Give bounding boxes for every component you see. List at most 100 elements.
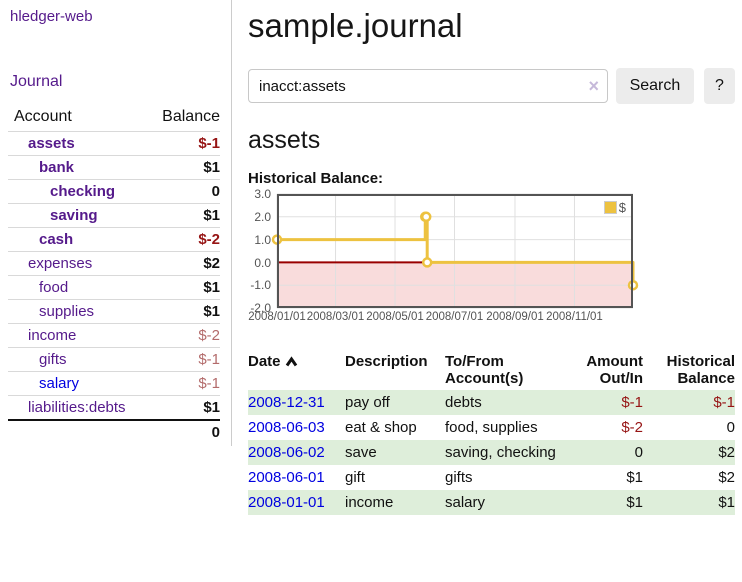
x-tick-label: 2008/07/01	[425, 311, 484, 324]
transaction-accounts: gifts	[445, 469, 473, 487]
y-tick-label: 2.0	[254, 210, 271, 225]
account-row: liabilities:debts $1	[8, 395, 220, 420]
account-link-checking[interactable]: checking	[50, 183, 116, 200]
account-balance: $-1	[145, 347, 220, 372]
chart-y-axis-labels: 3.0 2.0 1.0 0.0 -1.0 -2.0	[248, 187, 272, 315]
register-header-amount: Amount Out/In	[586, 353, 643, 388]
account-link-liabilities-debts[interactable]: liabilities:debts	[28, 399, 126, 416]
transaction-date-link[interactable]: 2008-06-03	[248, 419, 325, 437]
accounts-table: Account Balance assets $-1 bank $1 checking 0…	[8, 105, 220, 444]
register-row-2008-06-02: 2008-06-02 save saving, checking 0 $2	[248, 440, 735, 466]
register-header-accounts: To/From Account(s)	[445, 353, 524, 388]
transaction-accounts: saving, checking	[445, 444, 556, 462]
page-title: sample.journal	[248, 7, 463, 44]
transaction-amount: $1	[626, 469, 643, 487]
main-content: sample.journal × Search ? assets Histori…	[233, 0, 742, 516]
transaction-date-link[interactable]: 2008-06-02	[248, 444, 325, 462]
account-balance: $1	[145, 155, 220, 180]
account-row: expenses $2	[8, 251, 220, 276]
register-row-2008-12-31: 2008-12-31 pay off debts $-1 $-1	[248, 390, 735, 416]
accounts-total-value: 0	[145, 419, 220, 444]
app-title-link[interactable]: hledger-web	[10, 8, 93, 25]
account-link-supplies[interactable]: supplies	[39, 303, 95, 320]
register-row-2008-06-01: 2008-06-01 gift gifts $1 $2	[248, 465, 735, 490]
accounts-header-account: Account	[14, 108, 72, 125]
account-row: salary $-1	[8, 371, 220, 396]
account-balance: $-2	[145, 323, 220, 348]
account-link-salary[interactable]: salary	[39, 375, 80, 392]
x-tick-label: 2008/03/01	[306, 311, 365, 324]
legend-swatch-icon	[603, 201, 617, 215]
account-balance: $2	[145, 251, 220, 276]
help-button[interactable]: ?	[703, 68, 735, 105]
y-tick-label: 3.0	[254, 187, 271, 202]
account-balance: $-1	[145, 371, 220, 396]
account-link-income[interactable]: income	[28, 327, 77, 344]
account-link-expenses[interactable]: expenses	[28, 255, 93, 272]
account-link-assets[interactable]: assets	[28, 135, 75, 152]
chart-plot-area: $	[271, 193, 639, 309]
accounts-body: assets $-1 bank $1 checking 0 saving $1 cash $-2 e…	[8, 131, 220, 420]
account-balance: $1	[145, 299, 220, 324]
transaction-description: pay off	[345, 394, 390, 412]
transaction-balance: $2	[718, 444, 735, 462]
register-table: Date Description To/From Account(s) Amou…	[248, 350, 735, 516]
transaction-date-link[interactable]: 2008-12-31	[248, 394, 325, 412]
x-tick-label: 2008/01/01	[248, 311, 306, 324]
account-link-gifts[interactable]: gifts	[39, 351, 67, 368]
account-balance: $1	[145, 203, 220, 228]
account-row: assets $-1	[8, 131, 220, 156]
transaction-amount: $1	[626, 494, 643, 512]
register-header-date[interactable]: Date	[248, 350, 345, 390]
y-tick-label: 0.0	[254, 255, 271, 270]
register-row-2008-01-01: 2008-01-01 income salary $1 $1	[248, 490, 735, 516]
transaction-date-link[interactable]: 2008-06-01	[248, 469, 325, 487]
transaction-description: save	[345, 444, 377, 462]
register-header-row: Date Description To/From Account(s) Amou…	[248, 350, 735, 390]
legend-label: $	[618, 200, 626, 216]
account-link-food[interactable]: food	[39, 279, 69, 296]
account-row: checking 0	[8, 179, 220, 204]
account-row: supplies $1	[8, 299, 220, 324]
y-tick-label: 1.0	[254, 232, 271, 247]
register-row-2008-06-03: 2008-06-03 eat & shop food, supplies $-2 0	[248, 415, 735, 440]
search-button[interactable]: Search	[616, 68, 694, 105]
account-balance: $1	[145, 395, 220, 420]
transaction-description: gift	[345, 469, 366, 487]
chart-legend: $	[601, 199, 628, 217]
y-tick-label: -2.0	[250, 301, 271, 316]
account-balance: $-1	[145, 131, 220, 156]
transaction-accounts: salary	[445, 494, 486, 512]
transaction-date-link[interactable]: 2008-01-01	[248, 494, 325, 512]
account-row: food $1	[8, 275, 220, 300]
account-row: gifts $-1	[8, 347, 220, 372]
x-tick-label: 2008/09/01	[486, 311, 544, 324]
account-row: bank $1	[8, 155, 220, 180]
search-input[interactable]	[248, 69, 608, 104]
account-row: cash $-2	[8, 227, 220, 252]
x-tick-label: 2008/11/01	[546, 311, 603, 324]
y-tick-label: -1.0	[250, 278, 271, 293]
account-link-saving[interactable]: saving	[50, 207, 98, 224]
sidebar: hledger-web Journal Account Balance asse…	[0, 0, 232, 446]
search-form: × Search ?	[248, 68, 735, 105]
transaction-amount: $-2	[621, 419, 643, 437]
transaction-description: income	[345, 494, 394, 512]
transaction-accounts: food, supplies	[445, 419, 538, 437]
account-row: saving $1	[8, 203, 220, 228]
account-balance: $-2	[145, 227, 220, 252]
chart-x-axis-labels: 2008/01/01 2008/03/01 2008/05/01 2008/07/01…	[248, 311, 633, 327]
accounts-header-balance: Balance	[162, 108, 220, 125]
clear-search-icon[interactable]: ×	[588, 76, 599, 97]
account-link-bank[interactable]: bank	[39, 159, 75, 176]
sidebar-item-journal[interactable]: Journal	[10, 73, 63, 90]
account-link-cash[interactable]: cash	[39, 231, 74, 248]
chart-canvas	[271, 193, 639, 309]
accounts-total-row: 0	[8, 419, 220, 444]
transaction-balance: $2	[718, 469, 735, 487]
account-balance: $1	[145, 275, 220, 300]
account-title: assets	[248, 126, 321, 155]
transaction-balance: $1	[718, 494, 735, 512]
transaction-amount: $-1	[621, 394, 643, 412]
transaction-balance: $-1	[713, 394, 735, 412]
